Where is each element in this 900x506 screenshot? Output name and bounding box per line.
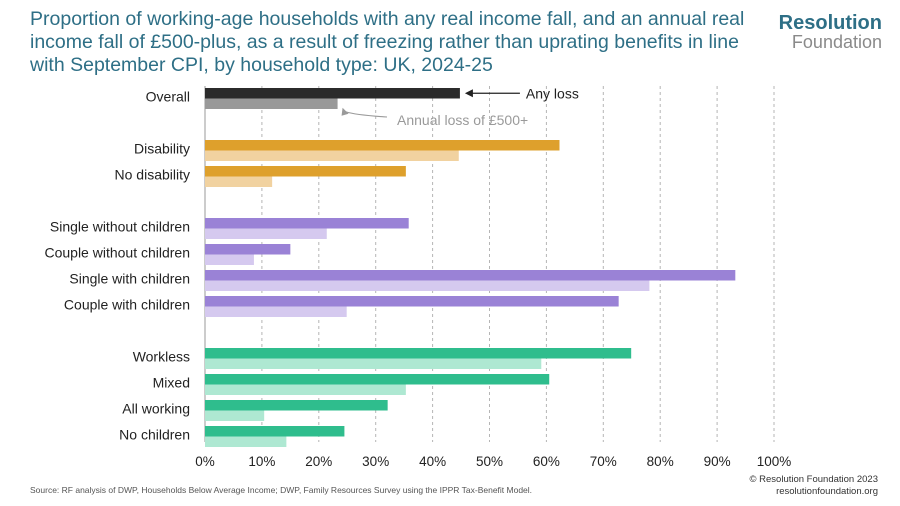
x-tick-label: 40% [419,454,446,469]
bar-loss-500-plus [205,254,254,265]
category-label: All working [122,401,190,417]
x-tick-label: 0% [195,454,215,469]
category-label: Couple without children [44,245,190,261]
logo-line-1: Resolution [778,12,882,34]
category-label: Disability [134,141,190,157]
category-label: Couple with children [64,297,190,313]
bar-any-loss [205,426,345,437]
bar-any-loss [205,140,560,151]
x-tick-label: 50% [476,454,503,469]
category-label: Workless [133,349,190,365]
annotation-any-loss: Any loss [526,85,579,101]
bar-loss-500-plus [205,358,542,369]
bar-any-loss [205,400,388,411]
x-tick-label: 30% [362,454,389,469]
bar-any-loss [205,88,460,99]
bar-any-loss [205,166,406,177]
annotation-arrowhead-light [341,107,349,116]
category-label: Single without children [50,219,190,235]
bar-loss-500-plus [205,280,650,291]
bar-loss-500-plus [205,228,327,239]
x-tick-label: 90% [704,454,731,469]
copyright-block: © Resolution Foundation 2023 resolutionf… [750,474,878,498]
x-tick-label: 70% [590,454,617,469]
logo-line-2: Foundation [791,32,882,52]
bar-any-loss [205,270,736,281]
x-tick-label: 10% [248,454,275,469]
annotation-500-plus: Annual loss of £500+ [397,112,528,128]
bar-any-loss [205,218,409,229]
bar-loss-500-plus [205,150,459,161]
source-note: Source: RF analysis of DWP, Households B… [30,485,533,495]
bar-any-loss [205,296,619,307]
category-label: Overall [146,89,190,105]
bar-any-loss [205,374,550,385]
bar-loss-500-plus [205,306,347,317]
bar-any-loss [205,348,632,359]
category-label: Mixed [153,375,190,391]
bar-loss-500-plus [205,436,287,447]
category-label: No children [119,427,190,443]
bar-loss-500-plus [205,98,338,109]
copyright-text: © Resolution Foundation 2023 [749,474,878,485]
x-tick-label: 20% [305,454,332,469]
annotation-curved-arrow [345,111,388,118]
category-label: Single with children [69,271,190,287]
chart-title: Proportion of working-age households wit… [30,8,745,76]
bar-loss-500-plus [205,410,265,421]
bar-any-loss [205,244,291,255]
bar-loss-500-plus [205,384,406,395]
annotation-arrowhead [464,89,473,98]
resolution-foundation-logo: Resolution Foundation [778,12,882,52]
x-tick-label: 80% [647,454,674,469]
bar-loss-500-plus [205,176,273,187]
website-text: resolutionfoundation.org [776,486,878,497]
x-tick-label: 100% [757,454,792,469]
x-tick-label: 60% [533,454,560,469]
category-label: No disability [115,167,190,183]
